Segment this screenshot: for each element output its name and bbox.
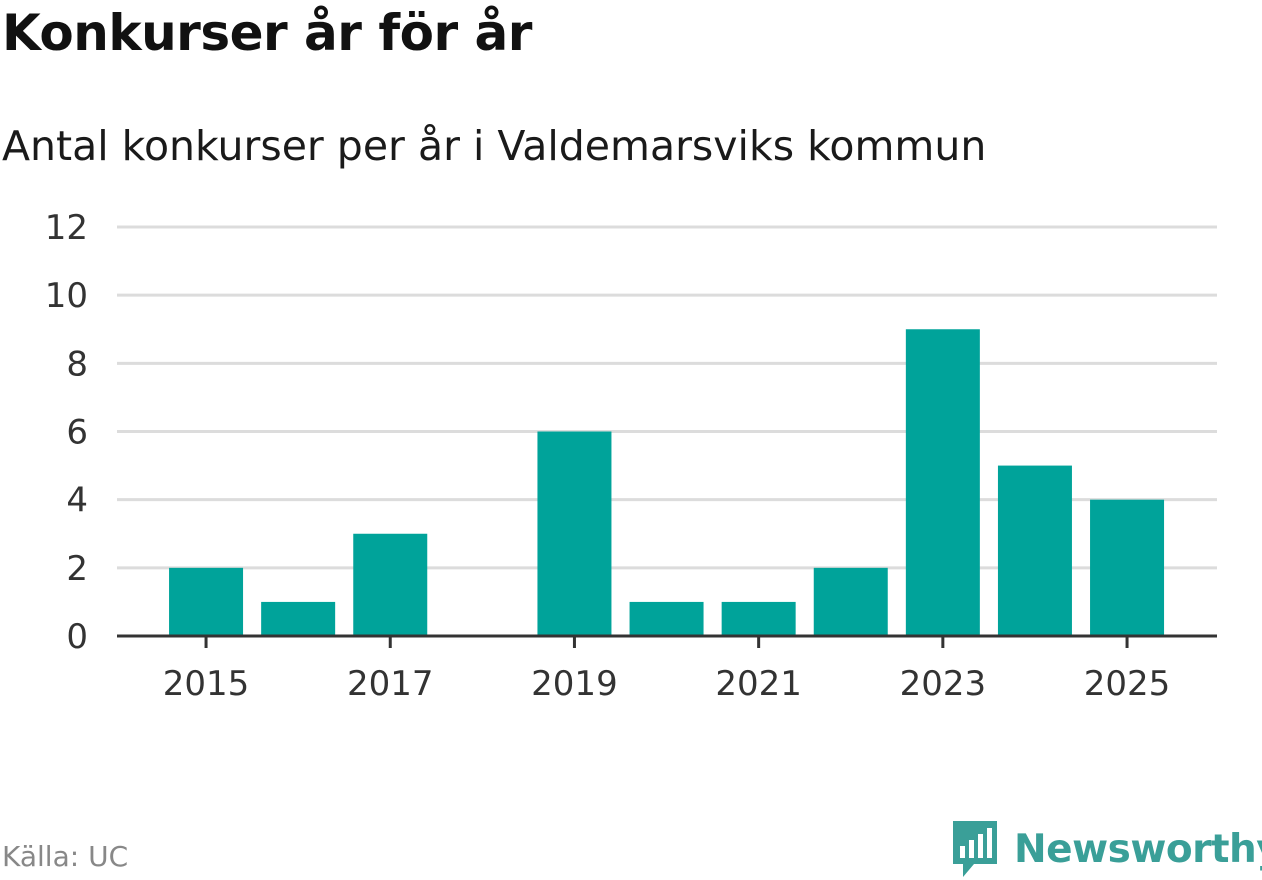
bar-2020 bbox=[629, 601, 704, 636]
newsworthy-logo: Newsworthy bbox=[950, 818, 1262, 880]
y-tick-label: 0 bbox=[66, 617, 88, 657]
bar-2021 bbox=[721, 601, 796, 636]
source-note: Källa: UC bbox=[2, 840, 129, 873]
bar-2016 bbox=[261, 601, 336, 636]
x-tick-label: 2015 bbox=[163, 664, 250, 704]
y-tick-label: 4 bbox=[66, 481, 88, 521]
x-tick-label: 2025 bbox=[1084, 664, 1171, 704]
newsworthy-logo-icon bbox=[953, 821, 997, 877]
chart-subtitle: Antal konkurser per år i Valdemarsviks k… bbox=[2, 122, 987, 170]
x-tick-label: 2017 bbox=[347, 664, 434, 704]
bar-2017 bbox=[353, 533, 428, 636]
bar-2015 bbox=[169, 567, 244, 636]
x-tick-label: 2019 bbox=[531, 664, 618, 704]
x-axis bbox=[117, 634, 1217, 648]
y-axis-tick-labels: 0 2 4 6 8 10 12 bbox=[45, 208, 88, 657]
x-axis-tick-labels: 2015 2017 2019 2021 2023 2025 bbox=[163, 664, 1171, 704]
bar-2019 bbox=[537, 431, 612, 636]
y-tick-label: 6 bbox=[66, 413, 88, 453]
y-tick-label: 10 bbox=[45, 276, 88, 316]
bar-chart: 0 2 4 6 8 10 12 2015 2017 2019 2021 2023 2025 bbox=[45, 208, 1217, 704]
bar-2022 bbox=[813, 567, 888, 636]
bar-2024 bbox=[997, 465, 1072, 636]
y-tick-label: 8 bbox=[66, 344, 88, 384]
y-tick-label: 12 bbox=[45, 208, 88, 248]
bar-2025 bbox=[1090, 499, 1165, 636]
brand-name: Newsworthy bbox=[1014, 826, 1262, 872]
gridlines bbox=[117, 225, 1217, 570]
bars bbox=[169, 329, 1165, 636]
chart-title: Konkurser år för år bbox=[2, 4, 532, 62]
y-tick-label: 2 bbox=[66, 549, 88, 589]
x-tick-label: 2021 bbox=[715, 664, 802, 704]
x-tick-label: 2023 bbox=[900, 664, 987, 704]
bar-2023 bbox=[905, 329, 980, 636]
